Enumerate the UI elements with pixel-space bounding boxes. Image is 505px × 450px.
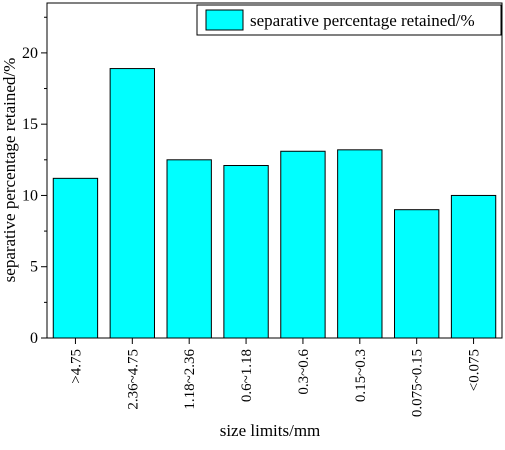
plot-frame	[46, 2, 503, 339]
y-tick-label: 0	[30, 330, 38, 347]
x-tick-label: 0.075~0.15	[410, 349, 426, 417]
legend-frame	[196, 4, 502, 36]
legend-swatch	[205, 9, 244, 31]
y-tick-label: 20	[22, 45, 38, 62]
bar	[166, 159, 212, 339]
bar	[337, 149, 383, 339]
y-tick-label: 15	[22, 116, 38, 133]
x-tick-label: 0.15~0.3	[353, 349, 369, 402]
bar	[450, 194, 497, 339]
bars-layer	[52, 68, 497, 339]
y-tick-label: 5	[30, 259, 38, 276]
x-axis-label: size limits/mm	[220, 421, 321, 440]
x-tick-label: 1.18~2.36	[182, 349, 198, 410]
legend-label: separative percentage retained/%	[250, 11, 475, 30]
bar	[394, 209, 440, 339]
legend: separative percentage retained/%	[196, 4, 502, 36]
x-tick-label: <0.075	[467, 349, 483, 391]
x-tick-label: >4.75	[68, 349, 84, 384]
x-tick-label: 2.36~4.75	[125, 349, 141, 410]
bar	[109, 68, 155, 339]
x-axis: >4.75 2.36~4.75 1.18~2.36 0.6~1.18 0.3~0.6 0.…	[68, 338, 483, 417]
x-tick-label: 0.6~1.18	[239, 349, 255, 402]
y-tick-label: 10	[22, 187, 38, 204]
x-tick-label: 0.3~0.6	[296, 349, 312, 395]
y-axis-label: separative percentage retained/%	[0, 58, 19, 283]
bar	[223, 165, 269, 339]
bar	[280, 150, 326, 339]
bar	[52, 177, 99, 339]
y-axis: 0 5 10 15 20	[22, 16, 47, 347]
